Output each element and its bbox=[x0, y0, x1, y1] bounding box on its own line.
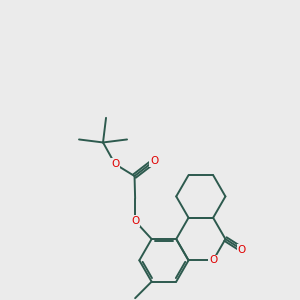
Text: O: O bbox=[131, 216, 139, 226]
Text: O: O bbox=[150, 156, 158, 166]
Text: O: O bbox=[238, 244, 246, 255]
Text: O: O bbox=[111, 159, 119, 169]
Text: O: O bbox=[209, 255, 217, 266]
